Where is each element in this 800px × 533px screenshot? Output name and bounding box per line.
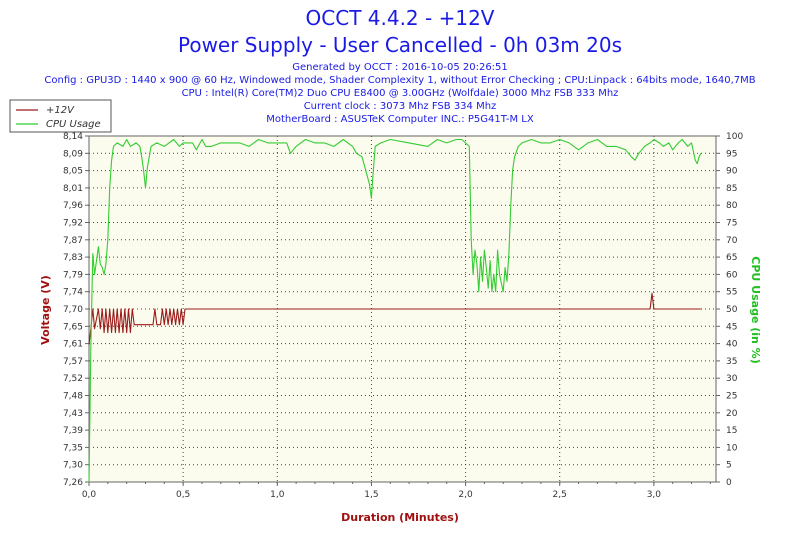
series-layer [88, 138, 702, 483]
y-right-tick-label: 65 [726, 253, 737, 263]
legend-label-cpu: CPU Usage [46, 119, 101, 130]
y-left-tick-label: 7,26 [63, 478, 83, 488]
y-right-tick-label: 30 [726, 374, 738, 384]
y-axis-left-label: Voltage (V) [39, 275, 52, 345]
y-right-tick-label: 45 [726, 322, 737, 332]
series-line-cpu-usage [88, 138, 702, 483]
x-tick-label: 0,0 [82, 490, 97, 500]
x-axis-label: Duration (Minutes) [341, 511, 459, 524]
y-left-tick-label: 7,57 [63, 357, 83, 367]
x-tick-label: 2,0 [458, 490, 473, 500]
motherboard-line: MotherBoard : ASUSTeK Computer INC.: P5G… [266, 114, 534, 125]
y-right-tick-label: 100 [726, 132, 743, 142]
y-right-tick-label: 5 [726, 461, 732, 471]
y-left-tick-label: 7,39 [63, 426, 83, 436]
x-tick-label: 3,0 [647, 490, 662, 500]
y-right-tick-label: 50 [726, 305, 738, 315]
y-right-tick-label: 75 [726, 219, 737, 229]
y-left-tick-label: 7,96 [63, 201, 83, 211]
y-left-tick-label: 8,14 [63, 132, 83, 142]
y-left-tick-label: 7,30 [63, 461, 83, 471]
y-left-tick-label: 8,01 [63, 184, 83, 194]
y-left-tick-label: 8,05 [63, 167, 83, 177]
y-left-tick-label: 7,43 [63, 409, 83, 419]
y-right-tick-label: 25 [726, 392, 737, 402]
config-line: Config : GPU3D : 1440 x 900 @ 60 Hz, Win… [44, 75, 755, 86]
y-left-tick-label: 7,61 [63, 340, 83, 350]
generated-line: Generated by OCCT : 2016-10-05 20:26:51 [292, 62, 508, 73]
y-right-tick-label: 95 [726, 149, 737, 159]
y-right-tick-label: 40 [726, 340, 738, 350]
series-line-voltage [88, 292, 701, 345]
axes: 0,0 0,5 1,0 1,5 2,0 2,5 3,0 8,14 8,09 8,05 8,01 7,9… [63, 132, 743, 500]
clock-line: Current clock : 3073 Mhz FSB 334 Mhz [304, 101, 497, 112]
legend: +12V CPU Usage [9, 99, 112, 133]
x-tick-label: 2,5 [553, 490, 567, 500]
y-right-tick-label: 10 [726, 443, 738, 453]
legend-box [9, 99, 112, 133]
x-tick-label: 1,0 [270, 490, 285, 500]
y-axis-right-label: CPU Usage (in %) [749, 256, 762, 363]
y-left-tick-label: 7,79 [63, 270, 83, 280]
y-right-tick-label: 15 [726, 426, 737, 436]
y-left-tick-label: 7,70 [63, 305, 83, 315]
y-right-tick-label: 80 [726, 201, 738, 211]
x-tick-label: 0,5 [176, 490, 190, 500]
x-tick-label: 1,5 [364, 490, 378, 500]
y-right-tick-label: 20 [726, 409, 738, 419]
y-left-tick-label: 7,48 [63, 392, 83, 402]
y-left-tick-label: 7,65 [63, 322, 83, 332]
y-right-tick-label: 35 [726, 357, 737, 367]
chart-title: OCCT 4.4.2 - +12V [306, 6, 495, 30]
cpu-line: CPU : Intel(R) Core(TM)2 Duo CPU E8400 @… [182, 88, 619, 99]
y-right-tick-label: 60 [726, 270, 738, 280]
y-right-tick-label: 70 [726, 236, 738, 246]
y-left-tick-label: 7,87 [63, 236, 83, 246]
y-left-tick-label: 7,35 [63, 443, 83, 453]
y-left-tick-label: 7,74 [63, 288, 83, 298]
y-left-tick-label: 7,92 [63, 219, 83, 229]
legend-label-voltage: +12V [46, 105, 75, 116]
y-left-tick-label: 7,52 [63, 374, 83, 384]
y-right-tick-label: 85 [726, 184, 737, 194]
y-right-tick-label: 0 [726, 478, 732, 488]
y-right-tick-label: 90 [726, 167, 738, 177]
chart-subtitle: Power Supply - User Cancelled - 0h 03m 2… [178, 33, 622, 57]
y-left-tick-label: 8,09 [63, 149, 83, 159]
y-left-tick-label: 7,83 [63, 253, 83, 263]
y-right-tick-label: 55 [726, 288, 737, 298]
